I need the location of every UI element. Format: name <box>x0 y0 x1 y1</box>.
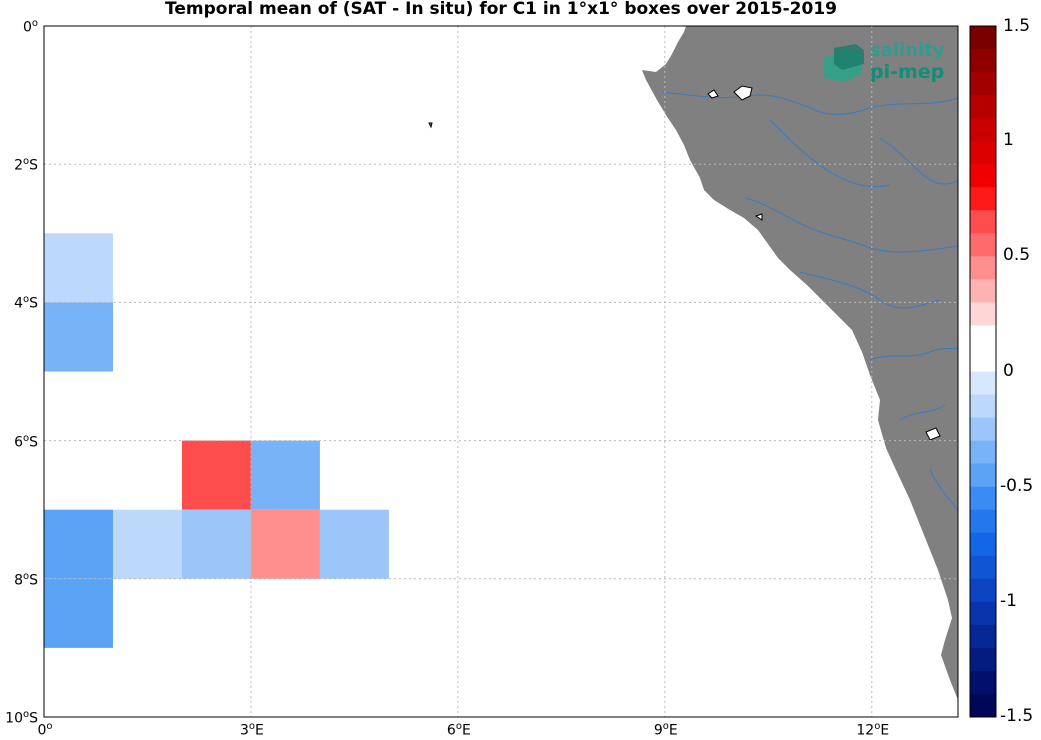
colorbar-segment <box>970 325 996 349</box>
lat-tick-label: 0o <box>22 18 38 36</box>
lake <box>733 85 753 101</box>
colorbar-segment <box>970 279 996 303</box>
lon-tick-label: 6oE <box>446 721 471 739</box>
heatmap-cell <box>44 233 113 303</box>
colorbar-segment <box>970 118 996 142</box>
colorbar-segment <box>970 693 996 718</box>
heatmap-cell <box>250 440 320 510</box>
lat-tick-label: 6oS <box>14 432 38 451</box>
lake <box>925 427 941 441</box>
river <box>929 469 958 511</box>
colorbar-segment <box>970 624 996 649</box>
river <box>869 347 958 361</box>
colorbar-tick-label: 0.5 <box>1003 245 1031 266</box>
heatmap-cell <box>181 509 251 579</box>
colorbar-tick-label: 1 <box>1003 130 1014 151</box>
heatmap-cell <box>112 509 182 579</box>
colorbar-segment <box>970 164 996 188</box>
colorbar-segment <box>970 670 996 695</box>
river <box>745 197 958 253</box>
lon-tick-label: 0o <box>37 721 53 739</box>
coastline-land <box>642 26 958 700</box>
colorbar-segment <box>970 256 996 280</box>
colorbar-segment <box>970 532 996 557</box>
colorbar-tick-label: 1.5 <box>1003 16 1031 36</box>
river <box>799 271 941 309</box>
lon-tick-label: 12oE <box>856 721 890 739</box>
colorbar-tick-label: 0 <box>1003 360 1014 381</box>
colorbar-segment <box>970 348 996 372</box>
colorbar-frame <box>969 25 997 718</box>
river <box>879 137 958 185</box>
heatmap-cell <box>44 302 113 372</box>
lat-tick-label: 2oS <box>14 156 38 174</box>
logo-text-pimep: pi-mep <box>870 61 945 83</box>
colorbar-segment <box>970 601 996 626</box>
colorbar-segment <box>970 72 996 96</box>
lon-tick-label: 3oE <box>239 721 264 739</box>
salinity-pimep-logo: salinity pi-mep <box>822 40 952 88</box>
colorbar-segment <box>970 578 996 603</box>
river <box>661 91 958 115</box>
logo-text-salinity: salinity <box>870 40 945 61</box>
colorbar-segment <box>970 555 996 580</box>
colorbar-segment <box>970 49 996 73</box>
lon-tick-label: 9oE <box>653 721 678 739</box>
colorbar-segment <box>970 394 996 419</box>
colorbar-tick-label: -1.5 <box>1000 706 1034 726</box>
logo-mark-icon <box>824 44 864 82</box>
colorbar-segment <box>970 509 996 534</box>
heatmap-cell <box>44 509 113 579</box>
heatmap-cell <box>250 509 320 579</box>
heatmap-cell <box>44 578 113 648</box>
colorbar-tick-label: -1 <box>1000 590 1017 611</box>
colorbar-tick-label: -0.5 <box>1000 475 1034 496</box>
map-frame <box>43 25 959 718</box>
chart-title: Temporal mean of (SAT - In situ) for C1 … <box>165 0 837 19</box>
colorbar-segment <box>970 417 996 442</box>
colorbar-segment <box>970 647 996 672</box>
colorbar-segment <box>970 187 996 211</box>
heatmap-cell <box>181 440 251 510</box>
colorbar-segment <box>970 371 996 396</box>
colorbar-segment <box>970 210 996 234</box>
colorbar-segment <box>970 26 996 50</box>
heatmap-cell <box>319 509 389 579</box>
colorbar-segment <box>970 233 996 257</box>
colorbar-segment <box>970 440 996 465</box>
lat-tick-label: 8oS <box>14 570 38 589</box>
colorbar-segment <box>970 463 996 488</box>
lat-tick-label: 10oS <box>5 709 38 727</box>
lake <box>754 213 763 221</box>
river <box>899 404 946 421</box>
colorbar-segment <box>970 302 996 326</box>
colorbar-segment <box>970 141 996 165</box>
colorbar-segment <box>970 486 996 511</box>
lake <box>707 89 719 99</box>
lat-tick-label: 4oS <box>14 294 38 313</box>
island <box>428 122 433 129</box>
colorbar-segment <box>970 95 996 119</box>
